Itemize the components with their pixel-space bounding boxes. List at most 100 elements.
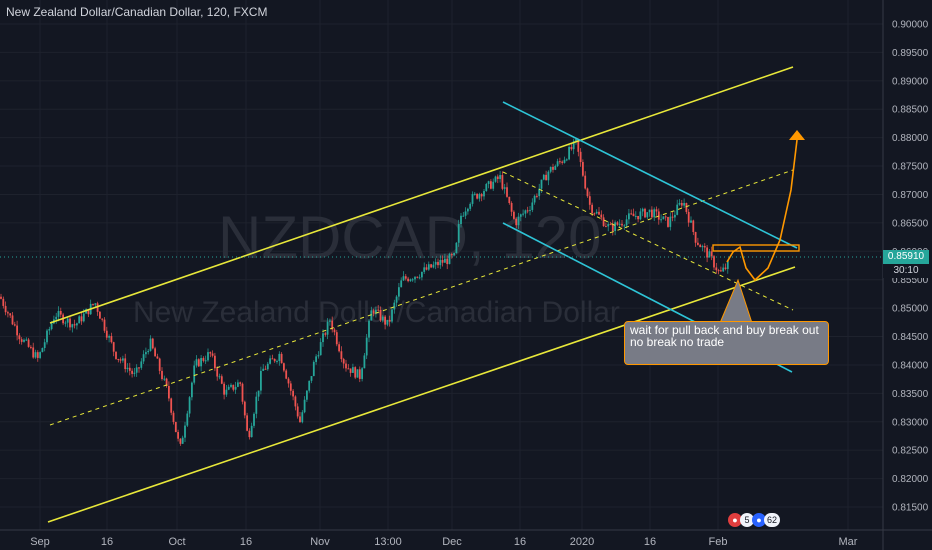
candle-body [644, 208, 646, 218]
candle-body [715, 267, 718, 271]
flag-badge-icon-2[interactable]: ● [752, 513, 766, 527]
y-tick-label: 0.85000 [892, 304, 929, 315]
upper-channel-line[interactable] [49, 66, 794, 324]
candle-body [4, 305, 7, 313]
candle-body [338, 344, 340, 352]
candle-body [381, 316, 384, 321]
x-tick-label: 2020 [570, 536, 594, 548]
candle-body [483, 191, 485, 197]
y-tick-label: 0.88500 [892, 105, 929, 116]
x-tick-label: 16 [101, 536, 113, 548]
candle-body [531, 202, 534, 210]
event-badge-2[interactable]: 62 [764, 513, 780, 527]
event-badge-3-count: 2 [772, 515, 778, 525]
candle-body [188, 397, 191, 414]
y-tick-label: 0.89000 [892, 76, 929, 87]
candle-body [395, 296, 398, 303]
candle-body [552, 166, 554, 170]
candle-body [181, 437, 184, 444]
candle-body [386, 319, 389, 325]
candle-body [575, 139, 577, 142]
candle-body [82, 313, 85, 322]
y-tick-label: 0.86500 [892, 218, 929, 229]
candle-body [358, 369, 361, 379]
candle-body [230, 384, 232, 387]
event-badge-2-count: 6 [766, 515, 772, 525]
candle-body [669, 216, 672, 227]
candle-body [71, 324, 74, 328]
candle-body [342, 359, 345, 364]
candle-body [480, 194, 483, 197]
event-badge-1[interactable]: 5 [740, 513, 754, 527]
candles [0, 138, 729, 446]
candle-body [64, 322, 67, 324]
candle-body [23, 339, 25, 342]
candle-body [260, 370, 262, 391]
down-channel-upper-line[interactable] [502, 101, 798, 249]
candle-body [138, 367, 140, 369]
candle-body [200, 358, 202, 367]
resistance-box[interactable] [712, 244, 800, 252]
candle-body [490, 181, 492, 189]
candle-body [398, 287, 400, 297]
candle-body [457, 224, 460, 243]
candle-body [92, 303, 94, 305]
candle-body [299, 416, 301, 423]
flag-badge-icon[interactable]: ● [728, 513, 742, 527]
candle-body [517, 216, 520, 226]
candle-body [34, 352, 37, 358]
candle-body [540, 179, 543, 189]
candle-body [319, 342, 322, 356]
candle-body [391, 309, 393, 322]
projection-path[interactable] [726, 139, 798, 282]
candle-body [352, 367, 354, 373]
candle-body [701, 246, 704, 248]
candle-body [510, 203, 513, 212]
watermark-ticker: NZDCAD, 120 [218, 204, 601, 271]
candle-body [331, 320, 334, 330]
candle-body [99, 311, 101, 319]
candle-body [105, 330, 108, 338]
candle-body [478, 194, 481, 199]
candle-body [703, 246, 706, 248]
candle-body [653, 209, 656, 218]
candle-body [584, 175, 587, 189]
candle-body [579, 151, 582, 163]
candle-body [269, 358, 271, 364]
down-channel-mid-line[interactable] [502, 171, 794, 311]
candle-body [602, 217, 605, 227]
candle-body [641, 208, 644, 212]
candle-body [184, 425, 186, 438]
candle-body [708, 251, 711, 258]
x-tick-label: 13:00 [374, 536, 402, 548]
mid-channel-line[interactable] [49, 169, 794, 426]
candle-body [368, 320, 370, 338]
candle-body [572, 141, 575, 150]
candle-body [697, 242, 699, 245]
candle-body [214, 355, 216, 369]
candle-body [20, 339, 23, 342]
y-tick-label: 0.85500 [892, 275, 929, 286]
candle-body [706, 247, 708, 258]
candle-body [618, 223, 621, 225]
candle-body [172, 412, 175, 422]
annotation-note[interactable]: wait for pull back and buy break out no … [624, 321, 829, 365]
candle-body [149, 338, 152, 351]
candle-body [186, 413, 189, 426]
candle-body [193, 365, 196, 383]
candle-body [690, 220, 692, 223]
candle-body [667, 216, 669, 227]
candle-body [66, 318, 69, 323]
candle-body [151, 338, 154, 349]
candle-body [283, 363, 285, 371]
candle-body [356, 369, 359, 378]
x-axis[interactable]: Sep 16 Oct 16 Nov 13:00 Dec 16 2020 16 Feb Mar [30, 536, 858, 548]
candle-body [625, 219, 628, 226]
candle-body [117, 358, 120, 360]
candle-body [2, 298, 5, 306]
candle-body [724, 267, 727, 269]
candle-body [276, 360, 278, 362]
candle-body [609, 224, 612, 226]
